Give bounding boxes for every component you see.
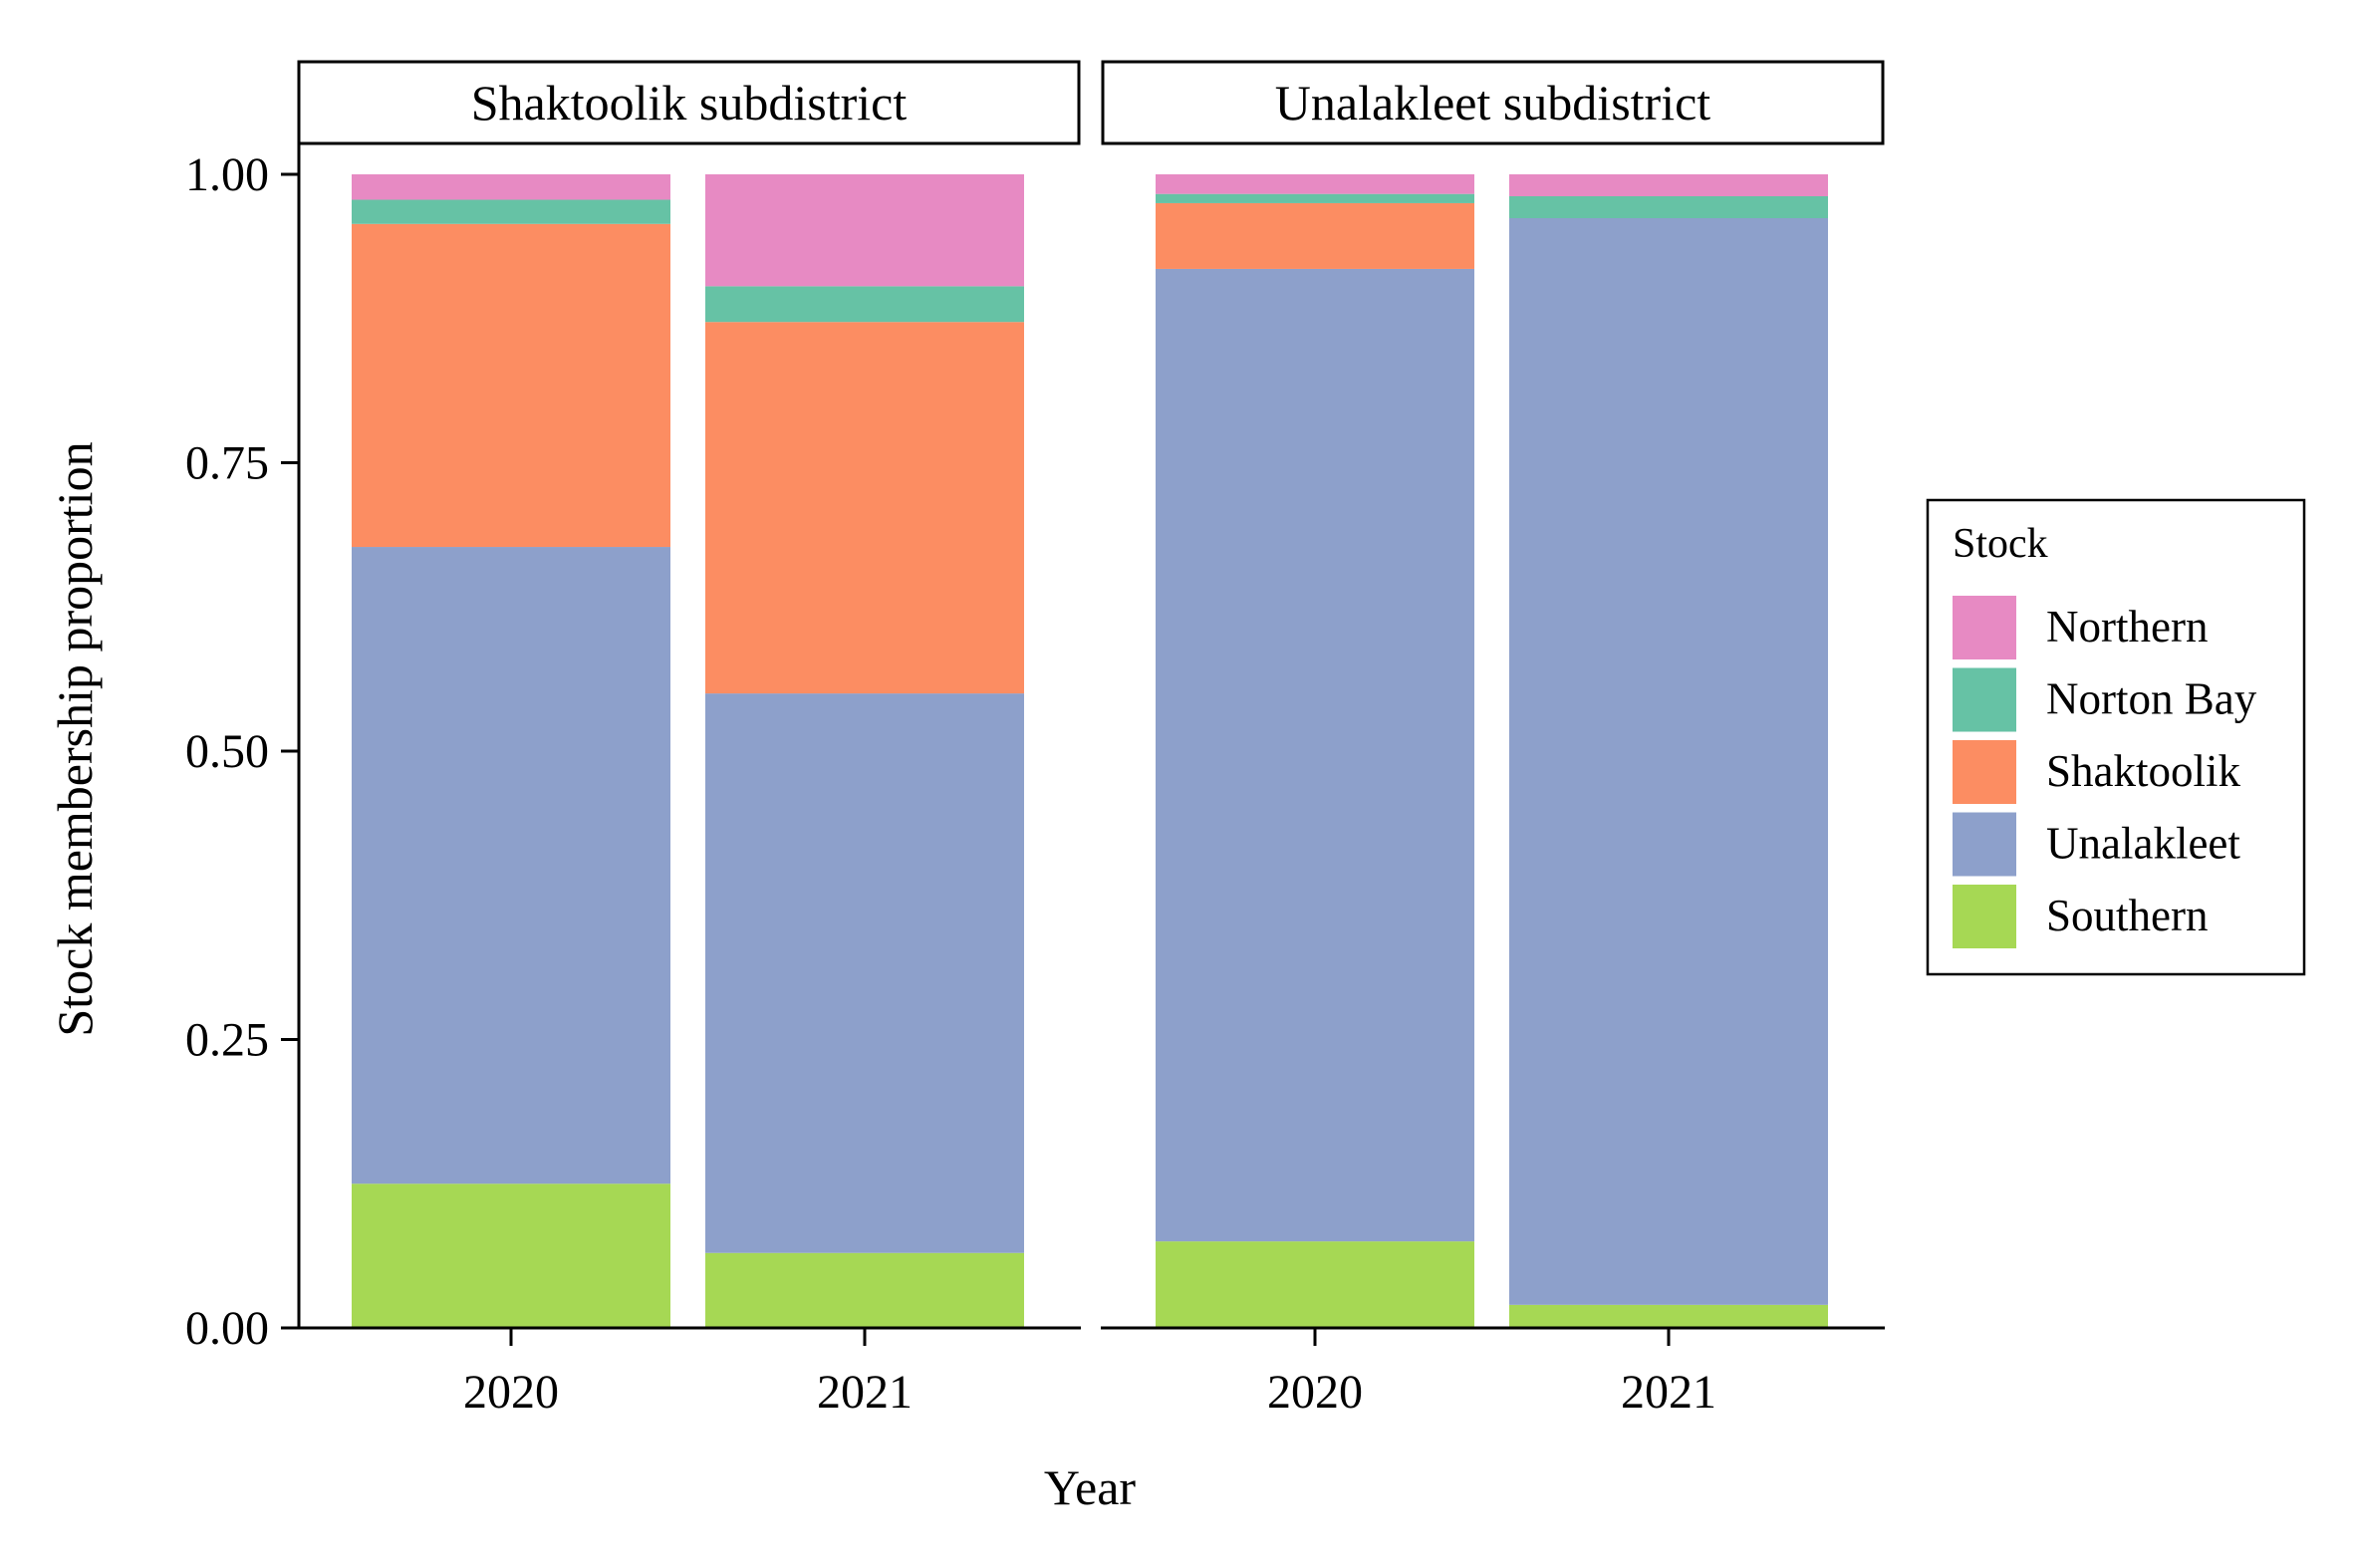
legend-swatch-unalakleet <box>1953 812 2016 877</box>
panel-strip <box>1101 60 1885 145</box>
legend-swatch-shaktoolik <box>1953 740 2016 804</box>
legend-swatch-southern <box>1953 885 2016 948</box>
legend-label: Shaktoolik <box>2046 746 2241 796</box>
x-tick-label: 2020 <box>1267 1366 1363 1419</box>
panel-strip <box>297 60 1081 145</box>
legend-label: Norton Bay <box>2046 674 2257 724</box>
legend-title: Stock <box>1953 521 2048 567</box>
x-axis-title: Year <box>1044 1459 1136 1515</box>
bar-segment-norton-bay <box>352 199 670 224</box>
bar-segment-unalakleet <box>705 693 1024 1253</box>
panel-title: Shaktoolik subdistrict <box>471 75 908 131</box>
bar-segment-norton-bay <box>1509 196 1828 219</box>
bar-segment-northern <box>1509 174 1828 197</box>
bar-segment-northern <box>352 174 670 200</box>
y-tick-label: 0.75 <box>185 437 269 490</box>
bar-segment-southern <box>1156 1241 1474 1328</box>
y-tick-label: 0.25 <box>185 1014 269 1067</box>
x-tick-label: 2020 <box>463 1366 559 1419</box>
bar-segment-southern <box>705 1252 1024 1328</box>
bar-segment-unalakleet <box>352 547 670 1184</box>
bar-segment-shaktoolik <box>705 322 1024 694</box>
legend-swatch-northern <box>1953 596 2016 659</box>
bar-segment-norton-bay <box>1156 193 1474 203</box>
bar-segment-shaktoolik <box>1156 202 1474 269</box>
bar-segment-southern <box>1509 1304 1828 1328</box>
bar-segment-southern <box>352 1183 670 1328</box>
bar-segment-unalakleet <box>1156 268 1474 1242</box>
y-axis-title: Stock membership proportion <box>47 441 103 1036</box>
bar-segment-northern <box>1156 174 1474 194</box>
panel-title: Unalakleet subdistrict <box>1275 75 1710 131</box>
y-tick-label: 0.00 <box>185 1302 269 1355</box>
y-tick-label: 1.00 <box>185 148 269 201</box>
legend-label: Northern <box>2046 602 2208 652</box>
bar-segment-northern <box>705 174 1024 287</box>
y-tick-label: 0.50 <box>185 725 269 778</box>
bar-segment-norton-bay <box>705 286 1024 323</box>
bar-segment-shaktoolik <box>352 223 670 548</box>
panel-2: Unalakleet subdistrict 2020 2021 <box>1101 60 1885 1419</box>
panel-1: Shaktoolik subdistrict 2020 2021 <box>297 60 1081 1419</box>
bar-segment-unalakleet <box>1509 218 1828 1305</box>
y-axis: 0.00 0.25 0.50 0.75 1.00 <box>185 144 301 1355</box>
x-tick-label: 2021 <box>1621 1366 1716 1419</box>
x-tick-label: 2021 <box>817 1366 913 1419</box>
legend-label: Unalakleet <box>2046 819 2240 869</box>
legend-label: Southern <box>2046 891 2209 940</box>
legend-swatch-norton-bay <box>1953 667 2016 732</box>
legend: Stock Northern Norton Bay Shaktoolik Unalakl… <box>1926 498 2306 976</box>
